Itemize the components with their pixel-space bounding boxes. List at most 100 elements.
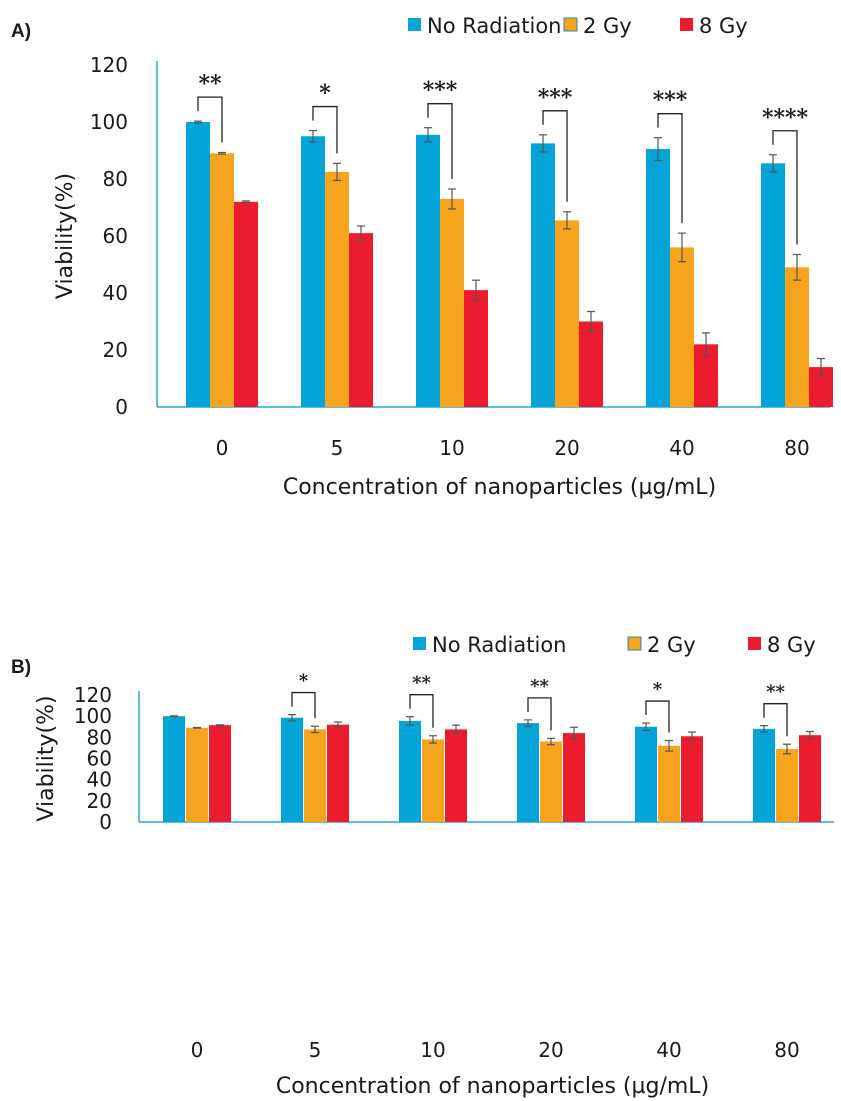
y-tick-label: 120 (90, 53, 128, 77)
bar-2gy (555, 220, 579, 407)
significance-bracket (197, 96, 223, 143)
legend-label: 2 Gy (647, 633, 696, 657)
y-tick-label: 60 (103, 224, 128, 248)
y-tick-label: 80 (103, 167, 128, 191)
bar-8gy (579, 321, 603, 407)
legend-label: 8 Gy (767, 633, 816, 657)
bar-2gy (540, 741, 562, 822)
x-tick-label: 40 (669, 436, 694, 460)
legend-swatch-no-radiation (413, 637, 426, 650)
significance-bracket (657, 113, 683, 224)
chart-panel-b: B)020406080100120Viability(%)Concentrati… (11, 633, 834, 1099)
x-tick-label: 10 (439, 436, 464, 460)
bar-8gy (327, 724, 349, 822)
legend-label: 8 Gy (699, 14, 748, 38)
significance-stars: *** (538, 85, 573, 111)
bar-2gy (186, 727, 208, 822)
chart-panel-a: A)020406080100120Viability(%)Concentrati… (11, 14, 833, 500)
bar-no-radiation (163, 716, 185, 822)
x-tick-label: 5 (331, 436, 344, 460)
bar-no-radiation (281, 717, 303, 822)
significance-stars: ** (198, 71, 222, 97)
y-tick-label: 120 (74, 683, 112, 707)
bar-2gy (658, 745, 680, 822)
y-tick-label: 80 (87, 725, 112, 749)
legend-swatch-8gy (680, 18, 693, 31)
legend-swatch-2gy (563, 17, 578, 32)
x-tick-label: 10 (420, 1038, 445, 1062)
x-tick-label: 80 (774, 1038, 799, 1062)
bar-no-radiation (635, 726, 657, 822)
bar-2gy (785, 267, 809, 407)
x-axis-title: Concentration of nanoparticles (µg/mL) (283, 475, 716, 500)
bar-no-radiation (301, 136, 325, 407)
y-tick-label: 0 (99, 810, 112, 834)
bar-no-radiation (517, 723, 539, 822)
bar-2gy (422, 739, 444, 822)
legend-label: No Radiation (427, 14, 562, 38)
significance-bracket (763, 703, 788, 737)
x-tick-label: 40 (656, 1038, 681, 1062)
significance-stars: **** (762, 105, 809, 131)
y-tick-label: 100 (74, 704, 112, 728)
significance-bracket (409, 694, 434, 728)
bar-no-radiation (531, 143, 555, 407)
significance-bracket (542, 110, 568, 202)
legend-swatch-8gy (748, 637, 761, 650)
panel-label: B) (11, 657, 31, 678)
bar-8gy (563, 733, 585, 822)
legend-swatch-2gy (627, 636, 642, 651)
bar-8gy (464, 290, 488, 407)
bar-8gy (681, 736, 703, 822)
bar-no-radiation (416, 134, 440, 407)
significance-stars: * (299, 671, 309, 692)
legend-swatch-no-radiation (408, 18, 421, 31)
x-tick-label: 5 (309, 1038, 322, 1062)
bar-8gy (349, 233, 373, 407)
bar-2gy (670, 247, 694, 407)
bar-no-radiation (753, 728, 775, 822)
significance-stars: *** (423, 78, 458, 104)
x-tick-label: 80 (784, 436, 809, 460)
x-axis-title: Concentration of nanoparticles (µg/mL) (276, 1074, 709, 1099)
y-tick-label: 20 (103, 338, 128, 362)
bar-no-radiation (186, 122, 210, 407)
significance-bracket (645, 700, 670, 733)
y-tick-label: 40 (103, 281, 128, 305)
panel-label: A) (11, 21, 31, 42)
x-tick-label: 0 (216, 436, 229, 460)
x-tick-label: 0 (191, 1038, 204, 1062)
significance-bracket (427, 103, 453, 179)
bar-8gy (234, 201, 258, 407)
x-tick-label: 20 (554, 436, 579, 460)
bar-2gy (325, 171, 349, 407)
significance-stars: ** (412, 673, 431, 694)
significance-stars: *** (653, 88, 688, 114)
y-tick-label: 0 (115, 395, 128, 419)
x-tick-label: 20 (538, 1038, 563, 1062)
bar-no-radiation (761, 163, 785, 407)
y-axis-title: Viability(%) (53, 173, 78, 299)
bar-2gy (304, 729, 326, 822)
legend-label: 2 Gy (583, 14, 632, 38)
significance-bracket (527, 697, 552, 731)
y-tick-label: 20 (87, 789, 112, 813)
significance-stars: * (653, 679, 663, 700)
significance-bracket (312, 105, 338, 154)
significance-stars: ** (530, 676, 549, 697)
y-axis-title: Viability(%) (34, 695, 59, 821)
significance-stars: * (319, 81, 331, 107)
y-tick-label: 40 (87, 768, 112, 792)
bar-8gy (445, 729, 467, 822)
bar-no-radiation (399, 720, 421, 822)
significance-bracket (291, 691, 316, 719)
significance-bracket (772, 130, 798, 245)
legend-label: No Radiation (432, 633, 567, 657)
bar-2gy (776, 748, 798, 822)
y-tick-label: 100 (90, 110, 128, 134)
y-tick-label: 60 (87, 747, 112, 771)
bar-2gy (210, 153, 234, 407)
bar-no-radiation (646, 149, 670, 407)
bar-8gy (209, 725, 231, 822)
